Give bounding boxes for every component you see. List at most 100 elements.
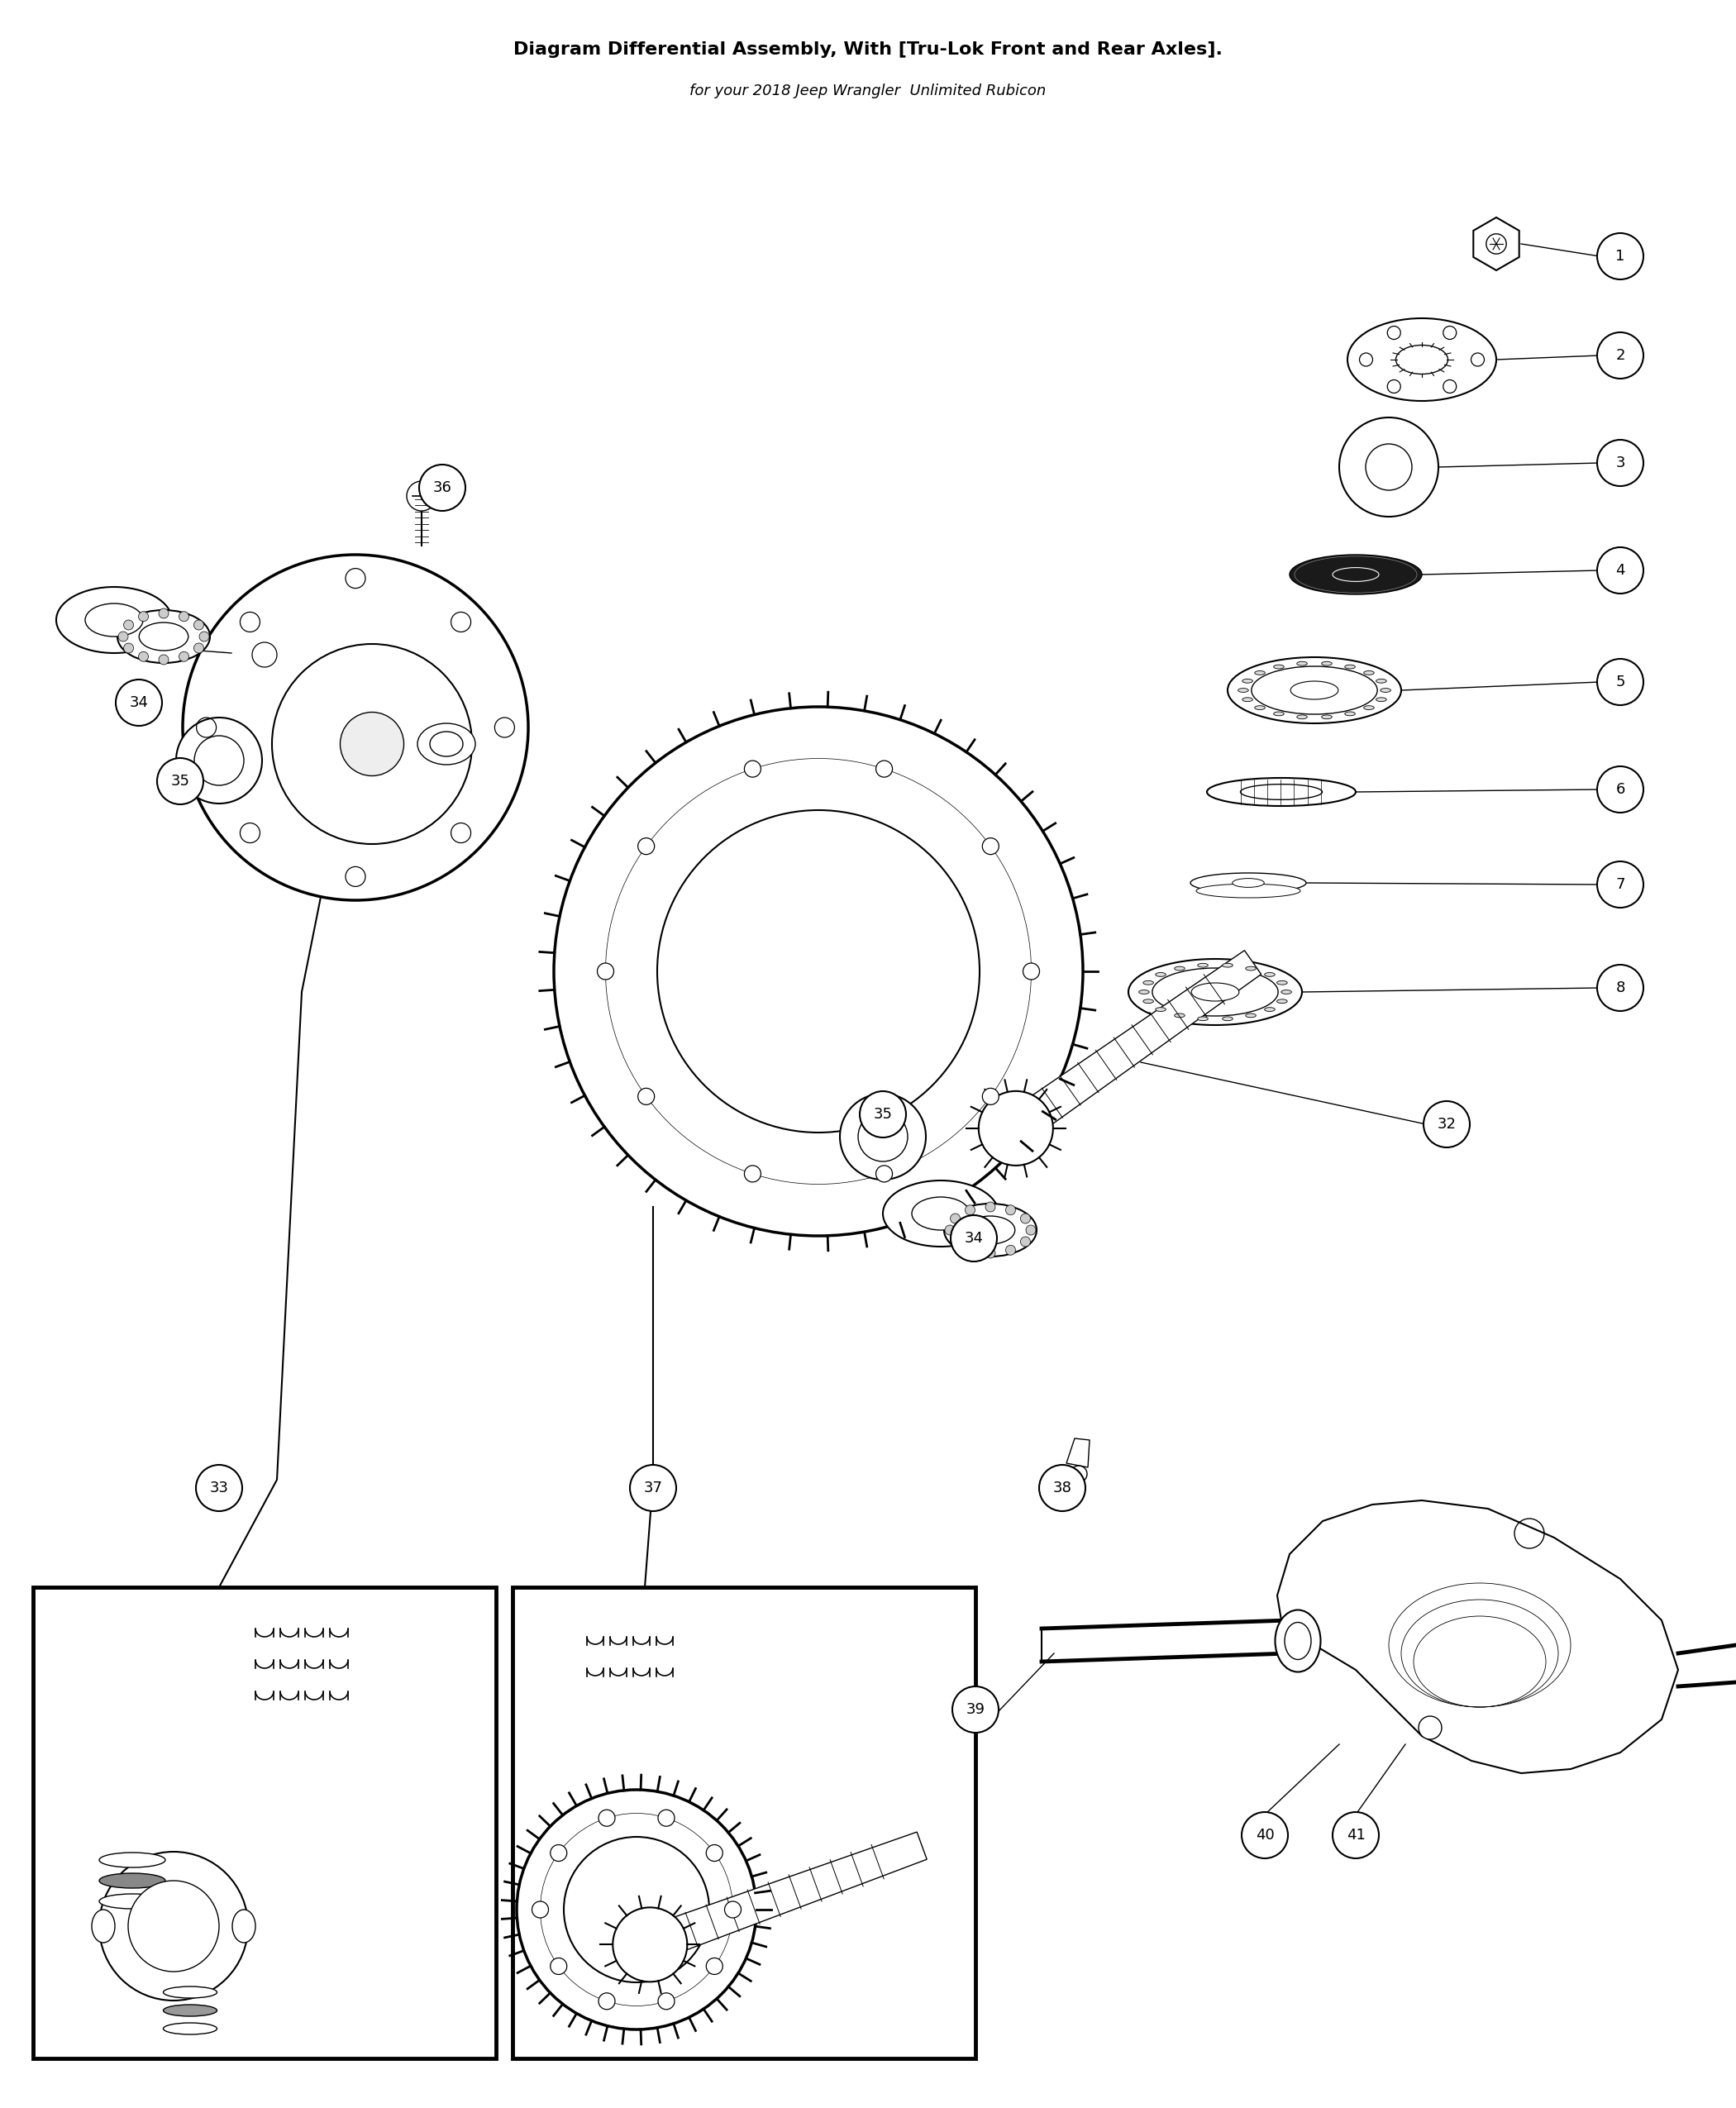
Text: 7: 7 — [1616, 877, 1625, 892]
Ellipse shape — [1396, 346, 1448, 373]
Circle shape — [965, 1206, 976, 1214]
Polygon shape — [1278, 1501, 1679, 1773]
Ellipse shape — [1198, 1016, 1208, 1020]
Circle shape — [658, 1811, 675, 1826]
Ellipse shape — [1278, 980, 1288, 984]
Circle shape — [986, 1248, 995, 1258]
Ellipse shape — [1297, 715, 1307, 719]
Ellipse shape — [163, 2005, 217, 2015]
Circle shape — [707, 1844, 722, 1861]
Circle shape — [554, 706, 1083, 1235]
Circle shape — [196, 1465, 243, 1511]
Circle shape — [707, 1958, 722, 1975]
Circle shape — [531, 1901, 549, 1918]
Ellipse shape — [118, 609, 210, 664]
Circle shape — [840, 1094, 925, 1180]
Circle shape — [1597, 965, 1644, 1012]
Circle shape — [944, 1225, 955, 1235]
Polygon shape — [620, 1832, 927, 1971]
Circle shape — [724, 1901, 741, 1918]
Bar — [33, 1587, 496, 2057]
Text: 34: 34 — [130, 696, 148, 710]
Ellipse shape — [965, 1216, 1016, 1244]
Circle shape — [599, 1811, 615, 1826]
Circle shape — [158, 656, 168, 664]
Ellipse shape — [1153, 968, 1278, 1016]
Polygon shape — [984, 951, 1260, 1157]
Ellipse shape — [1196, 883, 1300, 898]
Circle shape — [1597, 234, 1644, 280]
Ellipse shape — [1222, 1016, 1233, 1020]
Circle shape — [658, 1992, 675, 2009]
Circle shape — [118, 632, 128, 641]
Circle shape — [597, 963, 615, 980]
Bar — [512, 1587, 976, 2057]
Ellipse shape — [99, 1874, 165, 1889]
Circle shape — [950, 1214, 960, 1223]
Circle shape — [550, 1958, 568, 1975]
Ellipse shape — [1174, 1014, 1184, 1018]
Ellipse shape — [1377, 698, 1387, 702]
Circle shape — [175, 717, 262, 803]
Ellipse shape — [85, 603, 142, 637]
Circle shape — [564, 1836, 710, 1982]
Ellipse shape — [139, 622, 187, 651]
Ellipse shape — [1142, 999, 1153, 1003]
Ellipse shape — [1238, 689, 1248, 691]
Circle shape — [406, 481, 436, 510]
Circle shape — [637, 839, 654, 854]
Ellipse shape — [1243, 679, 1253, 683]
Ellipse shape — [1139, 991, 1149, 995]
Circle shape — [637, 1088, 654, 1105]
Ellipse shape — [1243, 698, 1253, 702]
Ellipse shape — [1233, 879, 1264, 887]
Text: 8: 8 — [1616, 980, 1625, 995]
Text: 2: 2 — [1616, 348, 1625, 363]
Text: 6: 6 — [1616, 782, 1625, 797]
Circle shape — [1418, 1716, 1441, 1739]
Ellipse shape — [1191, 982, 1240, 1001]
Ellipse shape — [1377, 679, 1387, 683]
Circle shape — [1026, 1225, 1036, 1235]
Text: Diagram Differential Assembly, With [Tru-Lok Front and Rear Axles].: Diagram Differential Assembly, With [Tru… — [514, 42, 1222, 57]
Ellipse shape — [1345, 713, 1356, 717]
Circle shape — [128, 1880, 219, 1971]
Ellipse shape — [1345, 664, 1356, 668]
Ellipse shape — [1290, 681, 1338, 700]
Ellipse shape — [163, 2024, 217, 2034]
Circle shape — [1338, 417, 1439, 516]
Circle shape — [116, 679, 161, 725]
Circle shape — [1597, 767, 1644, 812]
Circle shape — [1023, 963, 1040, 980]
Ellipse shape — [1285, 1623, 1311, 1659]
Circle shape — [156, 759, 203, 805]
Circle shape — [1241, 1813, 1288, 1859]
Ellipse shape — [1227, 658, 1401, 723]
Ellipse shape — [1274, 713, 1285, 717]
Ellipse shape — [1191, 873, 1305, 894]
Text: for your 2018 Jeep Wrangler  Unlimited Rubicon: for your 2018 Jeep Wrangler Unlimited Ru… — [689, 84, 1047, 99]
Ellipse shape — [1241, 784, 1323, 799]
Text: 40: 40 — [1255, 1828, 1274, 1842]
Text: 3: 3 — [1616, 455, 1625, 470]
Circle shape — [139, 611, 148, 622]
Circle shape — [540, 1813, 733, 2007]
Circle shape — [1021, 1237, 1031, 1246]
Text: 32: 32 — [1437, 1117, 1457, 1132]
Circle shape — [877, 1166, 892, 1183]
Circle shape — [123, 643, 134, 653]
Text: 34: 34 — [963, 1231, 983, 1246]
Circle shape — [745, 761, 760, 778]
Ellipse shape — [1276, 1611, 1321, 1672]
Circle shape — [983, 839, 998, 854]
Circle shape — [950, 1237, 960, 1246]
Circle shape — [194, 736, 243, 786]
Circle shape — [1005, 1246, 1016, 1254]
Ellipse shape — [1297, 662, 1307, 666]
Circle shape — [658, 809, 979, 1132]
Ellipse shape — [233, 1910, 255, 1944]
Ellipse shape — [884, 1180, 998, 1246]
Ellipse shape — [1198, 963, 1208, 968]
Ellipse shape — [92, 1910, 115, 1944]
Ellipse shape — [99, 1893, 165, 1908]
